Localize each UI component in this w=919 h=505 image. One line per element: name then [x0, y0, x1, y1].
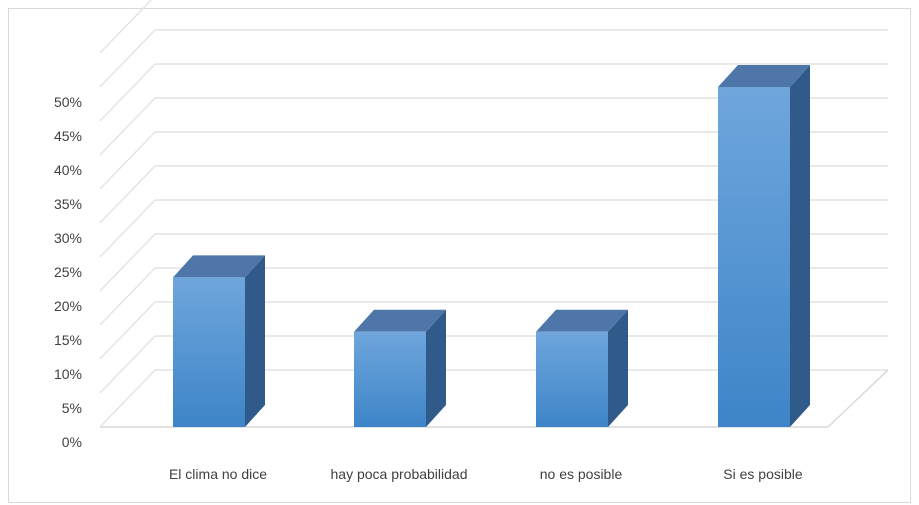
bar-top-face [354, 309, 446, 332]
x-category-label: El clima no dice [169, 466, 267, 482]
y-tick-label: 30% [54, 230, 82, 246]
floor-side-edge [827, 369, 889, 428]
bar-front-face [354, 331, 426, 427]
gridline-side [99, 199, 156, 258]
gridline-side [99, 233, 156, 292]
bar [536, 309, 628, 427]
bar-side-face [608, 309, 628, 427]
bar-side-face [790, 65, 810, 427]
bar [718, 65, 810, 427]
x-category-label: Si es posible [723, 466, 803, 482]
bar-front-face [173, 277, 245, 427]
gridline-side [99, 335, 156, 394]
bars [173, 65, 810, 427]
gridline-side [99, 131, 156, 190]
gridline-side [99, 369, 156, 428]
y-tick-label: 10% [54, 366, 82, 382]
bar-top-face [718, 65, 810, 87]
gridline-side [99, 267, 156, 326]
x-axis-category-labels: El clima no dice hay poca probabilidad no … [169, 466, 803, 482]
gridline-side [99, 301, 156, 360]
bar-front-face [536, 331, 608, 427]
bar [354, 309, 446, 427]
y-tick-label: 50% [54, 94, 82, 110]
y-axis-tick-labels: 0% 5% 10% 15% 20% 25% 30% 35% 40% 45% 50% [54, 94, 82, 450]
y-tick-label: 5% [62, 400, 82, 416]
bar-side-face [426, 309, 446, 427]
y-tick-label: 35% [54, 196, 82, 212]
x-category-label: hay poca probabilidad [331, 466, 468, 482]
gridline-side [99, 0, 153, 54]
y-tick-label: 15% [54, 332, 82, 348]
bar-side-face [245, 255, 265, 427]
gridline-side [99, 97, 156, 156]
bar-top-face [173, 255, 265, 278]
bar-front-face [718, 87, 790, 427]
y-tick-label: 25% [54, 264, 82, 280]
y-tick-label: 45% [54, 128, 82, 144]
gridline-side [99, 29, 156, 88]
gridline-side [99, 165, 156, 224]
y-tick-label: 0% [62, 434, 82, 450]
bar-top-face [536, 309, 628, 332]
y-tick-label: 40% [54, 162, 82, 178]
gridline-side [99, 63, 156, 122]
bar [173, 255, 265, 427]
y-tick-label: 20% [54, 298, 82, 314]
x-category-label: no es posible [540, 466, 623, 482]
